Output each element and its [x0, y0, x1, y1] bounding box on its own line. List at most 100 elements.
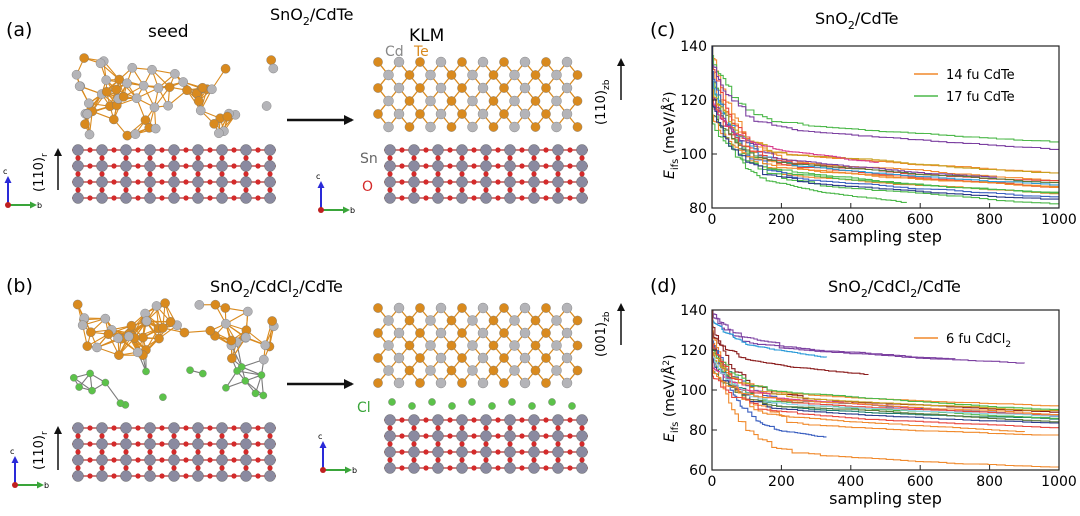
o-atom: [159, 147, 165, 153]
o-atom: [123, 433, 129, 439]
sn-atom: [576, 144, 588, 156]
o-atom: [543, 163, 549, 169]
o-atom: [183, 473, 189, 479]
series-line: [712, 46, 1059, 182]
te-atom: [179, 327, 190, 338]
o-atom: [399, 147, 405, 153]
o-atom: [135, 147, 141, 153]
sn-atom: [456, 192, 468, 204]
te-atom: [446, 122, 457, 132]
o-atom: [75, 433, 81, 439]
o-atom: [159, 163, 165, 169]
o-atom: [159, 425, 165, 431]
y-tick-label: 140: [680, 39, 707, 55]
sn-atom: [144, 470, 156, 482]
o-atom: [507, 457, 513, 463]
te-atom: [499, 353, 509, 363]
o-atom: [231, 179, 237, 185]
sn-atom: [432, 414, 444, 426]
x-tick-label: 1000: [1041, 474, 1077, 490]
sn-atom: [264, 176, 276, 188]
sn-atom: [72, 438, 84, 450]
cd-atom: [509, 121, 520, 133]
te-atom: [197, 82, 208, 93]
sn-atom: [120, 438, 132, 450]
cd-atom: [100, 313, 111, 324]
o-atom: [519, 195, 525, 201]
sn-atom: [480, 192, 492, 204]
sn-atom: [96, 454, 108, 466]
te-atom: [415, 57, 425, 67]
cl-atom: [241, 377, 250, 385]
o-atom: [543, 179, 549, 185]
o-atom: [243, 171, 249, 177]
cd-atom: [519, 82, 531, 94]
o-atom: [255, 441, 261, 447]
cd-atom: [435, 327, 447, 339]
sn-atom: [72, 454, 84, 466]
sn-atom: [384, 144, 396, 156]
cd-atom: [383, 365, 394, 376]
o-atom: [159, 441, 165, 447]
te-atom: [572, 365, 583, 376]
axes-key-b-right: c b: [318, 432, 357, 475]
sn-atom: [384, 446, 396, 458]
te-atom: [373, 83, 383, 93]
o-atom: [243, 465, 249, 471]
cd-atom: [435, 377, 447, 389]
te-atom: [499, 83, 509, 93]
te-atom: [488, 70, 499, 80]
panel-b-title: SnO2/CdCl2/CdTe: [210, 277, 343, 300]
cd-atom: [519, 352, 531, 364]
sn-atom: [456, 176, 468, 188]
sn-atom: [264, 454, 276, 466]
sn-atom: [432, 446, 444, 458]
sn-atom: [432, 176, 444, 188]
legend-entry: 6 fu CdCl2: [946, 332, 1011, 350]
te-atom: [415, 378, 425, 388]
te-atom: [415, 353, 425, 363]
sn-atom: [408, 462, 420, 474]
o-atom: [135, 457, 141, 463]
sn-atom: [480, 446, 492, 458]
te-atom: [541, 303, 551, 313]
cd-atom: [509, 365, 520, 376]
series-line: [712, 310, 1059, 416]
te-atom: [158, 323, 168, 333]
cl-atom: [488, 402, 496, 410]
sn-atom: [168, 454, 180, 466]
te-atom: [404, 122, 415, 132]
sn-atom: [72, 144, 84, 156]
cd-atom: [477, 108, 489, 120]
o-atom: [207, 195, 213, 201]
panel-a-title: SnO2/CdTe: [270, 5, 354, 28]
o-atom: [495, 449, 501, 455]
o-atom: [87, 457, 93, 463]
sn-atom: [408, 414, 420, 426]
cd-atom: [477, 377, 489, 389]
o-atom: [483, 457, 489, 463]
axes-key-a-right: c b: [316, 172, 355, 215]
cd-atom: [467, 95, 478, 107]
cd-atom: [425, 69, 436, 81]
o-atom: [399, 449, 405, 455]
te-atom: [126, 320, 137, 331]
cl-atom: [222, 384, 230, 392]
atom-label-te: Te: [413, 44, 429, 60]
te-atom: [373, 109, 383, 119]
o-atom: [387, 155, 393, 161]
o-atom: [495, 465, 501, 471]
sn-atom: [72, 160, 84, 172]
o-atom: [435, 425, 441, 431]
sn-atom: [456, 462, 468, 474]
sn-atom: [576, 446, 588, 458]
cl-atom: [468, 398, 476, 406]
series-line: [712, 310, 1059, 416]
sn-atom: [576, 462, 588, 474]
o-atom: [423, 417, 429, 423]
cd-atom: [509, 69, 520, 81]
atom-label-o: O: [362, 179, 373, 195]
te-atom: [220, 303, 231, 313]
o-atom: [567, 163, 573, 169]
cd-atom: [467, 340, 478, 351]
